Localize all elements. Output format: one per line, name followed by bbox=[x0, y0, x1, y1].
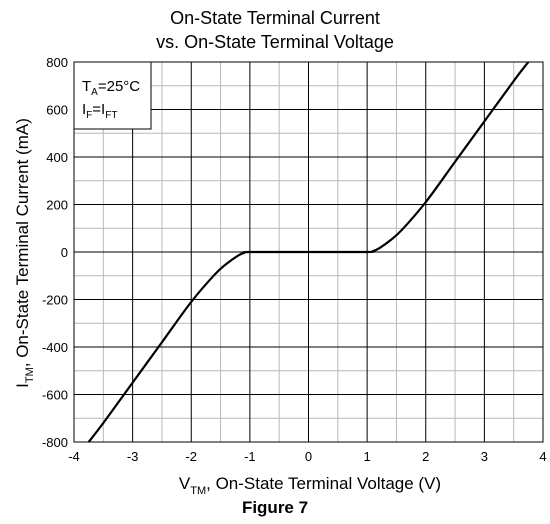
legend-frame bbox=[73, 61, 152, 130]
tick-label-layer: -4 -3 -2 -1 0 1 2 3 4 800 600 400 200 0 -200 -400 -600 -8… bbox=[42, 55, 547, 464]
x-tick-label: 2 bbox=[422, 449, 429, 464]
y-tick-label: 200 bbox=[46, 198, 68, 213]
y-tick-label: 400 bbox=[46, 150, 68, 165]
y-tick-label: 600 bbox=[46, 103, 68, 118]
y-tick-label: 800 bbox=[46, 55, 68, 70]
chart-title-line-2: vs. On-State Terminal Voltage bbox=[156, 32, 394, 52]
x-tick-label: 0 bbox=[305, 449, 312, 464]
figure-caption: Figure 7 bbox=[241, 498, 309, 517]
x-tick-label: -2 bbox=[185, 449, 197, 464]
plot-frame bbox=[73, 61, 544, 443]
series-layer bbox=[87, 61, 530, 443]
chart-title-line-1: On-State Terminal Current bbox=[170, 8, 380, 28]
legend-line-1: TA=25°C bbox=[82, 78, 140, 98]
x-tick-label: -4 bbox=[68, 449, 80, 464]
y-tick-label: -400 bbox=[42, 340, 68, 355]
y-axis-label: ITM, On-State Terminal Current (mA) bbox=[13, 118, 36, 388]
x-tick-label: 4 bbox=[539, 449, 546, 464]
x-tick-label: 1 bbox=[364, 449, 371, 464]
y-tick-label: 0 bbox=[61, 245, 68, 260]
y-tick-label: -200 bbox=[42, 293, 68, 308]
x-tick-label: -3 bbox=[127, 449, 139, 464]
legend-box: TA=25°C IF=IFT bbox=[73, 61, 152, 130]
series-line bbox=[87, 61, 530, 443]
y-tick-label: -800 bbox=[42, 435, 68, 450]
x-tick-label: -1 bbox=[244, 449, 256, 464]
legend-line-2: IF=IFT bbox=[82, 101, 117, 121]
x-axis-label: VTM, On-State Terminal Voltage (V) bbox=[179, 474, 441, 497]
x-tick-label: 3 bbox=[481, 449, 488, 464]
y-tick-label: -600 bbox=[42, 388, 68, 403]
